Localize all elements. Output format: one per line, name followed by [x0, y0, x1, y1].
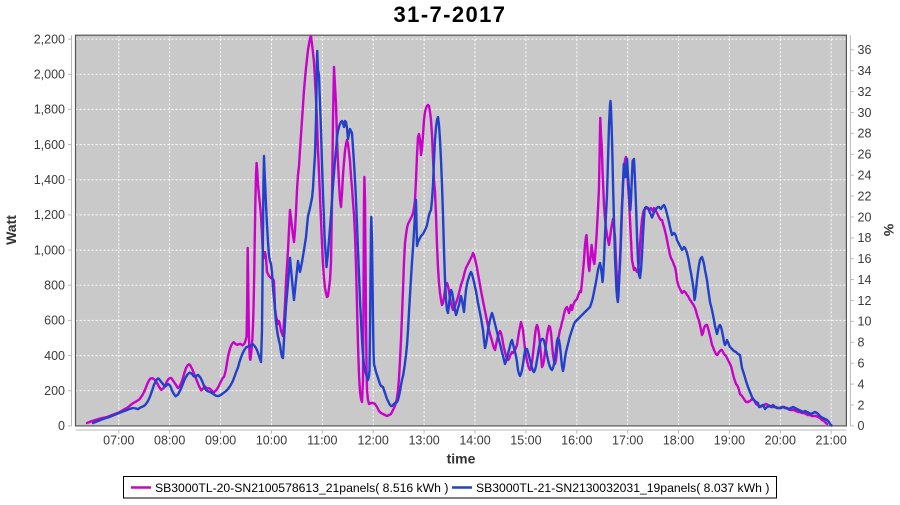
- svg-text:SB3000TL-21-SN2130032031_19pan: SB3000TL-21-SN2130032031_19panels( 8.037…: [476, 481, 769, 495]
- svg-text:26: 26: [858, 148, 872, 162]
- svg-text:20: 20: [858, 210, 872, 224]
- svg-text:34: 34: [858, 64, 872, 78]
- svg-text:17:00: 17:00: [612, 434, 643, 448]
- svg-text:36: 36: [858, 43, 872, 57]
- svg-text:18: 18: [858, 231, 872, 245]
- svg-text:31-7-2017: 31-7-2017: [394, 2, 507, 27]
- svg-text:30: 30: [858, 106, 872, 120]
- svg-text:0: 0: [858, 419, 865, 433]
- svg-text:800: 800: [44, 279, 65, 293]
- svg-text:1,400: 1,400: [34, 173, 65, 187]
- svg-text:16: 16: [858, 252, 872, 266]
- svg-text:22: 22: [858, 189, 872, 203]
- svg-text:14: 14: [858, 273, 872, 287]
- svg-text:10:00: 10:00: [256, 434, 287, 448]
- svg-text:1,200: 1,200: [34, 208, 65, 222]
- svg-text:21:00: 21:00: [816, 434, 847, 448]
- svg-text:24: 24: [858, 169, 872, 183]
- svg-text:200: 200: [44, 384, 65, 398]
- svg-text:08:00: 08:00: [154, 434, 185, 448]
- svg-text:2,000: 2,000: [34, 68, 65, 82]
- svg-text:19:00: 19:00: [714, 434, 745, 448]
- svg-text:12:00: 12:00: [358, 434, 389, 448]
- svg-text:6: 6: [858, 357, 865, 371]
- svg-text:2: 2: [858, 398, 865, 412]
- svg-text:07:00: 07:00: [103, 434, 134, 448]
- svg-text:11:00: 11:00: [307, 434, 337, 448]
- svg-text:8: 8: [858, 336, 865, 350]
- svg-text:16:00: 16:00: [561, 434, 592, 448]
- svg-text:%: %: [881, 224, 897, 237]
- svg-text:Watt: Watt: [3, 215, 19, 245]
- svg-text:SB3000TL-20-SN2100578613_21pan: SB3000TL-20-SN2100578613_21panels( 8.516…: [155, 481, 448, 495]
- svg-text:09:00: 09:00: [205, 434, 236, 448]
- svg-text:4: 4: [858, 377, 865, 391]
- svg-text:2,200: 2,200: [34, 32, 65, 46]
- svg-text:20:00: 20:00: [765, 434, 796, 448]
- svg-text:32: 32: [858, 85, 872, 99]
- svg-text:15:00: 15:00: [510, 434, 541, 448]
- svg-text:0: 0: [58, 419, 65, 433]
- svg-text:10: 10: [858, 315, 872, 329]
- svg-text:14:00: 14:00: [459, 434, 490, 448]
- svg-text:1,600: 1,600: [34, 138, 65, 152]
- svg-text:12: 12: [858, 294, 872, 308]
- svg-text:28: 28: [858, 127, 872, 141]
- svg-text:1,000: 1,000: [34, 243, 65, 257]
- svg-text:13:00: 13:00: [408, 434, 439, 448]
- svg-text:400: 400: [44, 349, 65, 363]
- svg-text:time: time: [447, 451, 476, 467]
- svg-text:1,800: 1,800: [34, 103, 65, 117]
- svg-text:600: 600: [44, 314, 65, 328]
- svg-text:18:00: 18:00: [663, 434, 694, 448]
